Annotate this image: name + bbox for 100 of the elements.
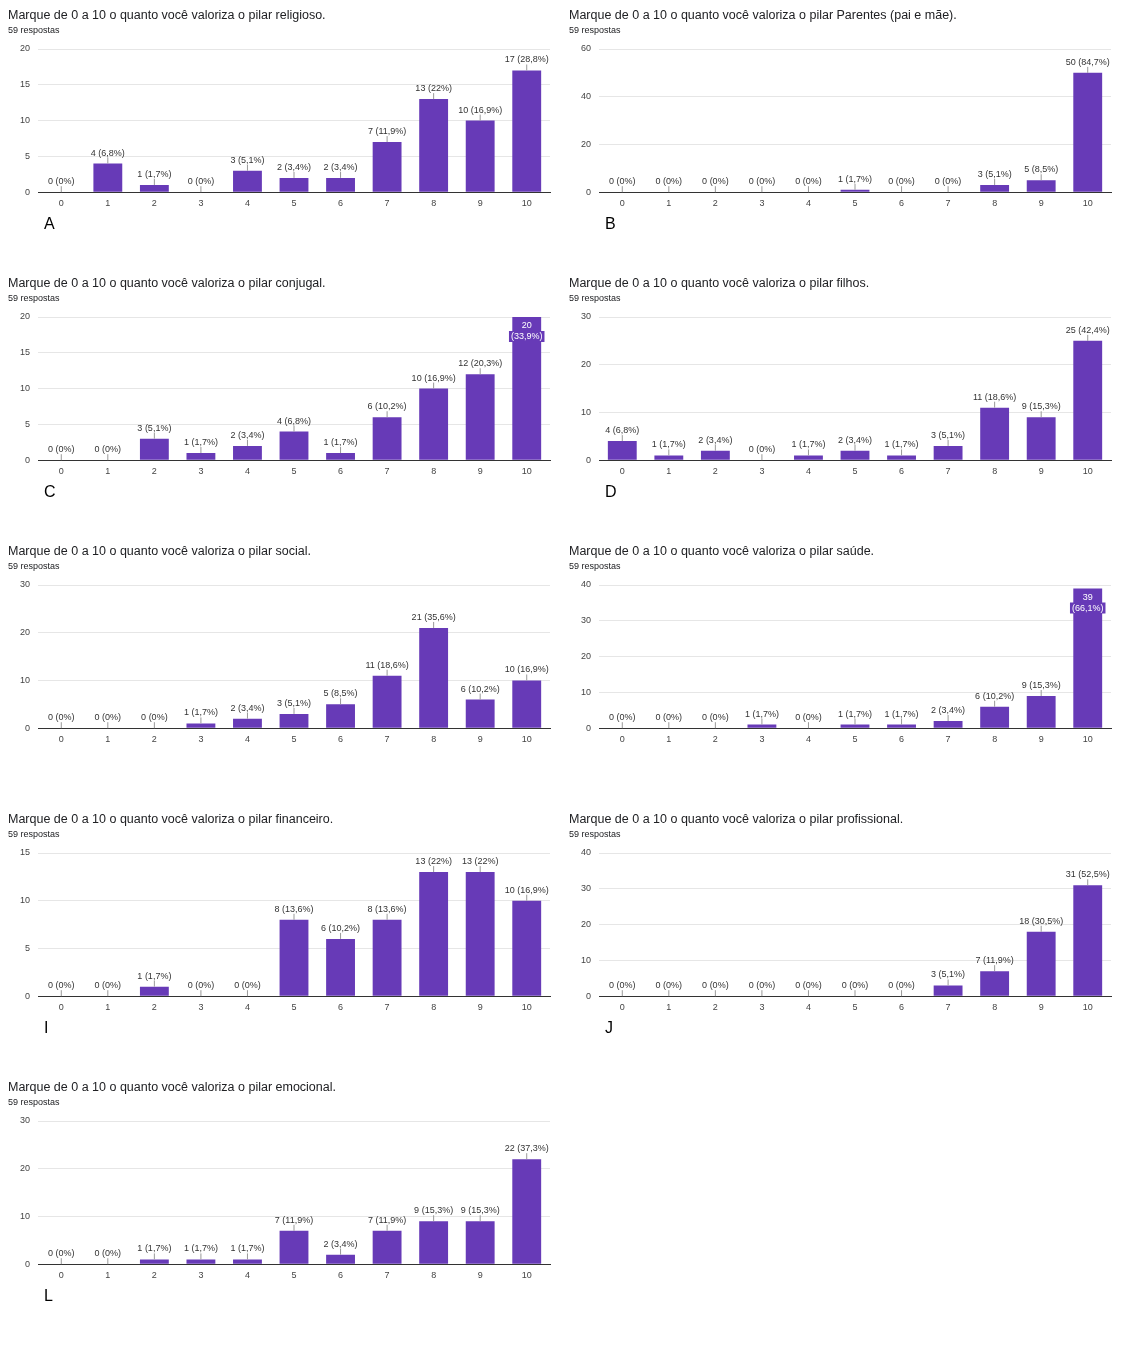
x-tick-label: 2 <box>151 1002 157 1013</box>
x-tick-label: 6 <box>899 466 905 477</box>
x-tick-label: 6 <box>899 198 905 209</box>
data-label: 0 (0%) <box>48 176 75 187</box>
x-tick-label: 1 <box>105 734 111 745</box>
data-label: 1 (1,7%) <box>884 708 919 719</box>
x-tick-label: 9 <box>477 1002 483 1013</box>
y-tick-label: 5 <box>25 150 31 161</box>
y-tick-label: 30 <box>581 883 592 894</box>
data-label: 3 (5,1%) <box>931 429 966 440</box>
x-tick-label: 6 <box>338 734 344 745</box>
x-tick-label: 3 <box>198 734 204 745</box>
x-tick-label: 8 <box>431 466 437 477</box>
data-label: 4 (6,8%) <box>90 147 125 158</box>
x-tick-label: 0 <box>58 1002 64 1013</box>
data-label: 0 (0%) <box>141 712 168 723</box>
data-label: 10 (16,9%) <box>504 664 549 675</box>
x-tick-label: 1 <box>666 466 672 477</box>
x-tick-label: 6 <box>899 1002 905 1013</box>
bar <box>654 455 684 460</box>
x-tick-label: 9 <box>1038 1002 1044 1013</box>
bar <box>372 142 402 192</box>
data-label: 0 (0%) <box>702 176 729 187</box>
bar <box>326 453 355 460</box>
data-label: 4 (6,8%) <box>277 415 312 426</box>
y-tick-label: 5 <box>25 418 31 429</box>
chart-subtitle: 59 respostas <box>569 829 622 839</box>
y-tick-label: 20 <box>581 919 592 930</box>
x-tick-label: 0 <box>619 1002 625 1013</box>
x-tick-label: 0 <box>58 734 64 745</box>
x-tick-label: 4 <box>244 198 250 209</box>
x-tick-label: 1 <box>105 198 111 209</box>
data-label: 11 (18,6%) <box>972 391 1017 402</box>
data-label: 1 (1,7%) <box>884 439 919 450</box>
data-label: 0 (0%) <box>609 176 636 187</box>
bar <box>747 724 777 728</box>
bar <box>465 699 495 728</box>
x-tick-label: 8 <box>431 734 437 745</box>
data-label: 2 (3,4%) <box>323 161 358 172</box>
bar <box>465 1221 495 1264</box>
x-tick-label: 10 <box>521 1002 532 1013</box>
y-tick-label: 40 <box>581 847 592 858</box>
x-tick-label: 0 <box>619 466 625 477</box>
data-label: 0 (0%) <box>795 712 822 723</box>
text: B <box>605 215 617 234</box>
data-label: 0 (0%) <box>94 444 122 455</box>
chart-title: Marque de 0 a 10 o quanto você valoriza o pilar social. <box>8 544 312 558</box>
data-label: 8 (13,6%) <box>367 903 407 914</box>
x-tick-label: 5 <box>291 466 297 477</box>
data-label: 13 (22%) <box>415 83 452 94</box>
x-tick-label: 7 <box>945 198 951 209</box>
data-label: 0 (0%) <box>702 980 729 991</box>
x-tick-label: 3 <box>759 734 765 745</box>
x-tick-label: 7 <box>384 198 390 209</box>
bar <box>1073 72 1103 192</box>
x-tick-label: 5 <box>291 198 297 209</box>
data-label: 7 (11,9%) <box>367 1214 407 1225</box>
x-tick-label: 5 <box>291 1270 297 1281</box>
x-tick-label: 9 <box>1038 198 1044 209</box>
x-tick-label: 3 <box>198 1002 204 1013</box>
y-tick-label: 0 <box>586 186 592 197</box>
bar <box>465 872 495 996</box>
data-label: 6 (10,2%) <box>367 401 407 412</box>
data-label: 21 (35,6%) <box>411 611 456 622</box>
data-label: 0 (0%) <box>48 712 75 723</box>
bar <box>1073 588 1103 728</box>
x-tick-label: 1 <box>666 1002 672 1013</box>
y-tick-label: 20 <box>20 311 31 322</box>
y-tick-label: 15 <box>20 847 31 858</box>
y-tick-label: 40 <box>581 91 592 102</box>
data-label: 7 (11,9%) <box>367 126 407 137</box>
x-tick-label: 8 <box>992 734 998 745</box>
bar <box>326 177 355 192</box>
chart-title: Marque de 0 a 10 o quanto você valoriza o pilar filhos. <box>569 276 871 290</box>
x-tick-label: 10 <box>1082 1002 1093 1013</box>
y-tick-label: 40 <box>581 579 592 590</box>
data-label: 0 (0%) <box>609 980 636 991</box>
data-label: 7 (11,9%) <box>274 1214 314 1225</box>
x-tick-label: 4 <box>244 1270 250 1281</box>
data-label: 13 (22%) <box>415 856 452 867</box>
x-tick-label: 2 <box>712 466 718 477</box>
bar <box>372 1230 402 1264</box>
bar <box>233 170 262 192</box>
data-label: 2 (3,4%) <box>838 434 873 445</box>
bar <box>700 450 730 460</box>
data-label: 0 (0%) <box>609 712 636 723</box>
x-tick-label: 1 <box>105 1270 111 1281</box>
data-label: 0 (0%) <box>94 712 122 723</box>
data-label: 2 (3,4%) <box>230 702 265 713</box>
x-tick-label: 10 <box>1082 198 1093 209</box>
bar <box>933 445 963 460</box>
x-tick-label: 7 <box>945 466 951 477</box>
y-tick-label: 20 <box>20 627 31 638</box>
data-label: 4 (6,8%) <box>605 425 640 436</box>
x-tick-label: 3 <box>759 466 765 477</box>
x-tick-label: 2 <box>712 198 718 209</box>
x-tick-label: 0 <box>619 198 625 209</box>
chart-subtitle: 59 respostas <box>569 293 622 303</box>
x-tick-label: 7 <box>945 1002 951 1013</box>
text: L <box>44 1287 54 1306</box>
